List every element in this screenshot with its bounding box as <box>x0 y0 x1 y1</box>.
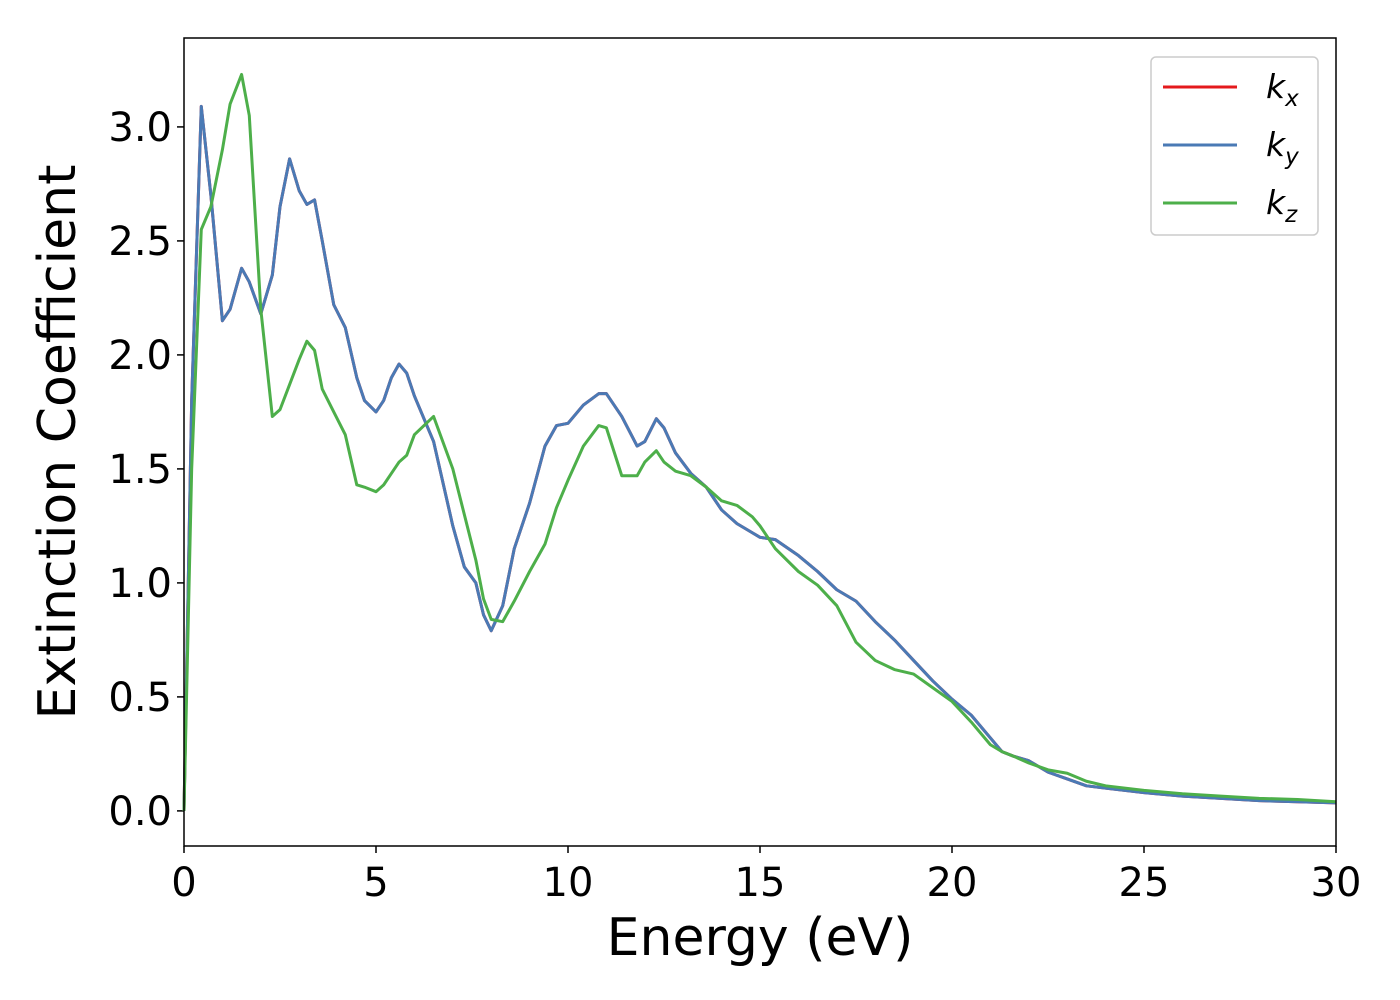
x-tick-label: 30 <box>1311 860 1362 906</box>
x-axis-label: Energy (eV) <box>607 908 914 968</box>
plot-frame <box>183 37 1337 847</box>
y-axis-label: Extinction Coefficient <box>28 165 88 720</box>
x-tick-label: 5 <box>363 860 388 906</box>
y-tick-label: 2.0 <box>108 333 172 379</box>
y-tick-label: 1.5 <box>108 447 172 493</box>
data-line <box>182 72 1337 811</box>
x-tick-label: 25 <box>1119 860 1170 906</box>
y-tick-label: 1.0 <box>108 561 172 607</box>
y-tick-label: 2.5 <box>108 219 172 265</box>
y-tick-label: 0.0 <box>108 789 172 835</box>
x-tick-label: 15 <box>735 860 786 906</box>
x-tick-label: 10 <box>543 860 594 906</box>
legend: kx ky kz <box>1150 56 1319 236</box>
legend-label: ky <box>1266 125 1299 170</box>
data-line <box>182 104 1337 811</box>
legend-label: kx <box>1266 67 1299 112</box>
x-tick-label: 20 <box>927 860 978 906</box>
x-tick-label: 0 <box>171 860 196 906</box>
legend-label: kz <box>1266 183 1298 228</box>
y-tick-label: 3.0 <box>108 105 172 151</box>
y-tick-label: 0.5 <box>108 675 172 721</box>
